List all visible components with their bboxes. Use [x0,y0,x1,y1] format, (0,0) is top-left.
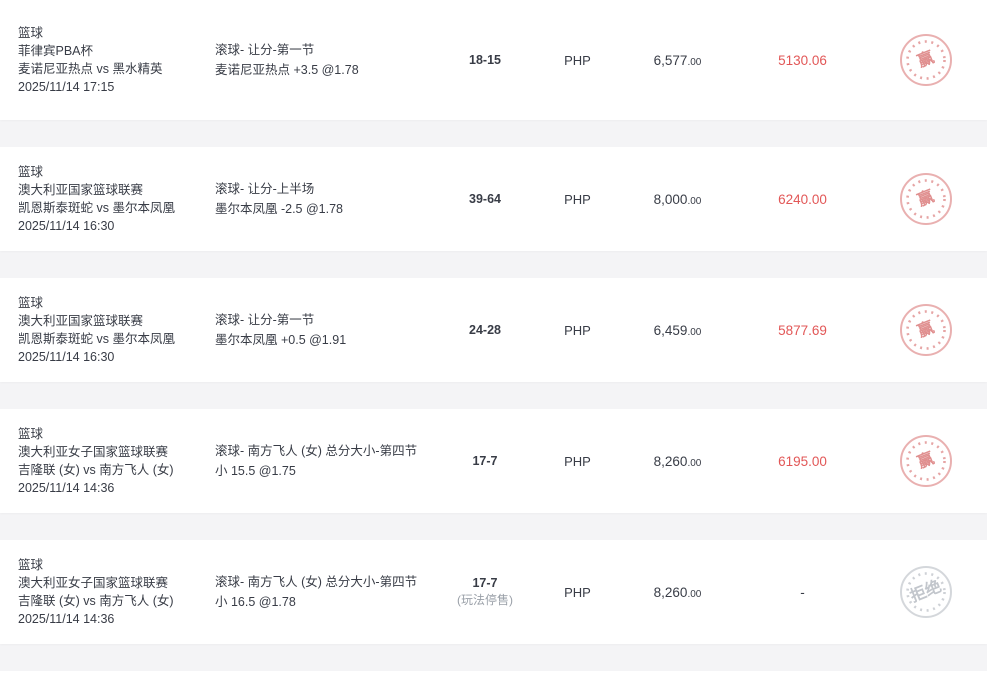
match-teams: 凯恩斯泰斑蛇 vs 墨尔本凤凰 [18,201,175,215]
bet-selection: 墨尔本凤凰 +0.5 @1.91 [215,333,347,347]
match-info: 篮球 澳大利亚国家篮球联赛 凯恩斯泰斑蛇 vs 墨尔本凤凰 2025/11/14… [18,163,215,235]
sport-label: 篮球 [18,26,44,40]
sport-label: 篮球 [18,296,44,310]
bet-selection: 小 15.5 @1.75 [215,464,296,478]
league-label: 澳大利亚国家篮球联赛 [18,314,144,328]
sport-label: 篮球 [18,558,44,572]
league-label: 澳大利亚国家篮球联赛 [18,183,144,197]
bet-record-row: 篮球 澳大利亚国家篮球联赛 凯恩斯泰斑蛇 vs 墨尔本凤凰 2025/11/14… [0,278,987,382]
bet-details: 滚球- 让分-第一节 墨尔本凤凰 +0.5 @1.91 [215,310,430,350]
stake-amount: 6,577.00 [653,52,702,68]
sport-label: 篮球 [18,427,44,441]
match-teams: 凯恩斯泰斑蛇 vs 墨尔本凤凰 [18,332,175,346]
bet-record-row: 篮球 澳大利亚女子国家篮球联赛 吉隆联 (女) vs 南方飞人 (女) 2025… [0,540,987,644]
bet-market: 滚球- 让分-上半场 [215,182,315,196]
match-time: 2025/11/14 16:30 [18,219,115,233]
bet-market: 滚球- 让分-第一节 [215,313,315,327]
sport-label: 篮球 [18,165,44,179]
league-label: 澳大利亚女子国家篮球联赛 [18,445,169,459]
bet-details: 滚球- 让分-第一节 麦诺尼亚热点 +3.5 @1.78 [215,40,430,80]
match-time: 2025/11/14 16:30 [18,350,115,364]
svg-text:拒绝: 拒绝 [907,576,944,606]
stamp-cell: 赢 [865,33,987,87]
bet-record-row: 篮球 菲律宾PBA杯 麦诺尼亚热点 vs 黑水精英 2025/11/14 17:… [0,0,987,120]
win-amount: 6240.00 [778,191,827,207]
match-time: 2025/11/14 17:15 [18,80,115,94]
match-info: 篮球 澳大利亚女子国家篮球联赛 吉隆联 (女) vs 南方飞人 (女) 2025… [18,425,215,497]
score-cell: 18-15 [430,52,540,69]
currency-label: PHP [564,453,591,469]
stamp-cell: 赢 [865,434,987,488]
stake-amount: 8,260.00 [653,584,702,600]
win-stamp-icon: 赢 [900,435,952,487]
stake-amount: 8,260.00 [653,453,702,469]
score-cell: 17-7 (玩法停售) [430,575,540,609]
bet-selection: 墨尔本凤凰 -2.5 @1.78 [215,202,344,216]
bet-details: 滚球- 南方飞人 (女) 总分大小-第四节 小 16.5 @1.78 [215,572,430,612]
league-label: 澳大利亚女子国家篮球联赛 [18,576,169,590]
league-label: 菲律宾PBA杯 [18,44,94,58]
bet-selection: 小 16.5 @1.78 [215,595,296,609]
win-stamp-icon: 赢 [900,304,952,356]
match-info: 篮球 菲律宾PBA杯 麦诺尼亚热点 vs 黑水精英 2025/11/14 17:… [18,24,215,96]
bet-record-row: 篮球 澳大利亚女子国家篮球联赛 吉隆联 (女) vs 南方飞人 (女) 2025… [0,409,987,513]
svg-text:赢: 赢 [915,186,937,210]
bet-market: 滚球- 南方飞人 (女) 总分大小-第四节 [215,575,418,589]
match-info: 篮球 澳大利亚国家篮球联赛 凯恩斯泰斑蛇 vs 墨尔本凤凰 2025/11/14… [18,294,215,366]
score-value: 17-7 [472,453,498,468]
score-value: 17-7 [472,576,498,590]
next-row-partial [0,671,987,679]
bet-selection: 麦诺尼亚热点 +3.5 @1.78 [215,63,359,77]
stake-amount: 6,459.00 [653,322,702,338]
bet-market: 滚球- 让分-第一节 [215,43,315,57]
win-amount: - [800,584,805,600]
score-cell: 17-7 [430,453,540,470]
currency-label: PHP [564,191,591,207]
stamp-cell: 拒绝 [865,565,987,619]
score-cell: 24-28 [430,322,540,339]
stamp-cell: 赢 [865,303,987,357]
svg-text:赢: 赢 [915,448,937,472]
score-value: 24-28 [469,322,501,337]
currency-label: PHP [564,322,591,338]
stake-amount: 8,000.00 [653,191,702,207]
svg-text:赢: 赢 [915,47,937,71]
win-amount: 6195.00 [778,453,827,469]
bet-market: 滚球- 南方飞人 (女) 总分大小-第四节 [215,444,418,458]
win-amount: 5130.06 [778,52,827,68]
match-teams: 吉隆联 (女) vs 南方飞人 (女) [18,463,174,477]
currency-label: PHP [564,584,591,600]
match-time: 2025/11/14 14:36 [18,612,115,626]
svg-text:赢: 赢 [915,317,937,341]
score-cell: 39-64 [430,191,540,208]
stamp-cell: 赢 [865,172,987,226]
win-stamp-icon: 赢 [900,34,952,86]
rejected-stamp-icon: 拒绝 [900,566,952,618]
match-teams: 麦诺尼亚热点 vs 黑水精英 [18,62,163,76]
win-stamp-icon: 赢 [900,173,952,225]
bet-record-row: 篮球 澳大利亚国家篮球联赛 凯恩斯泰斑蛇 vs 墨尔本凤凰 2025/11/14… [0,147,987,251]
score-note: (玩法停售) [457,593,513,607]
bet-details: 滚球- 让分-上半场 墨尔本凤凰 -2.5 @1.78 [215,179,430,219]
currency-label: PHP [564,52,591,68]
match-time: 2025/11/14 14:36 [18,481,115,495]
score-value: 18-15 [469,52,501,67]
match-teams: 吉隆联 (女) vs 南方飞人 (女) [18,594,174,608]
bet-details: 滚球- 南方飞人 (女) 总分大小-第四节 小 15.5 @1.75 [215,441,430,481]
win-amount: 5877.69 [778,322,827,338]
score-value: 39-64 [469,191,501,206]
match-info: 篮球 澳大利亚女子国家篮球联赛 吉隆联 (女) vs 南方飞人 (女) 2025… [18,556,215,628]
